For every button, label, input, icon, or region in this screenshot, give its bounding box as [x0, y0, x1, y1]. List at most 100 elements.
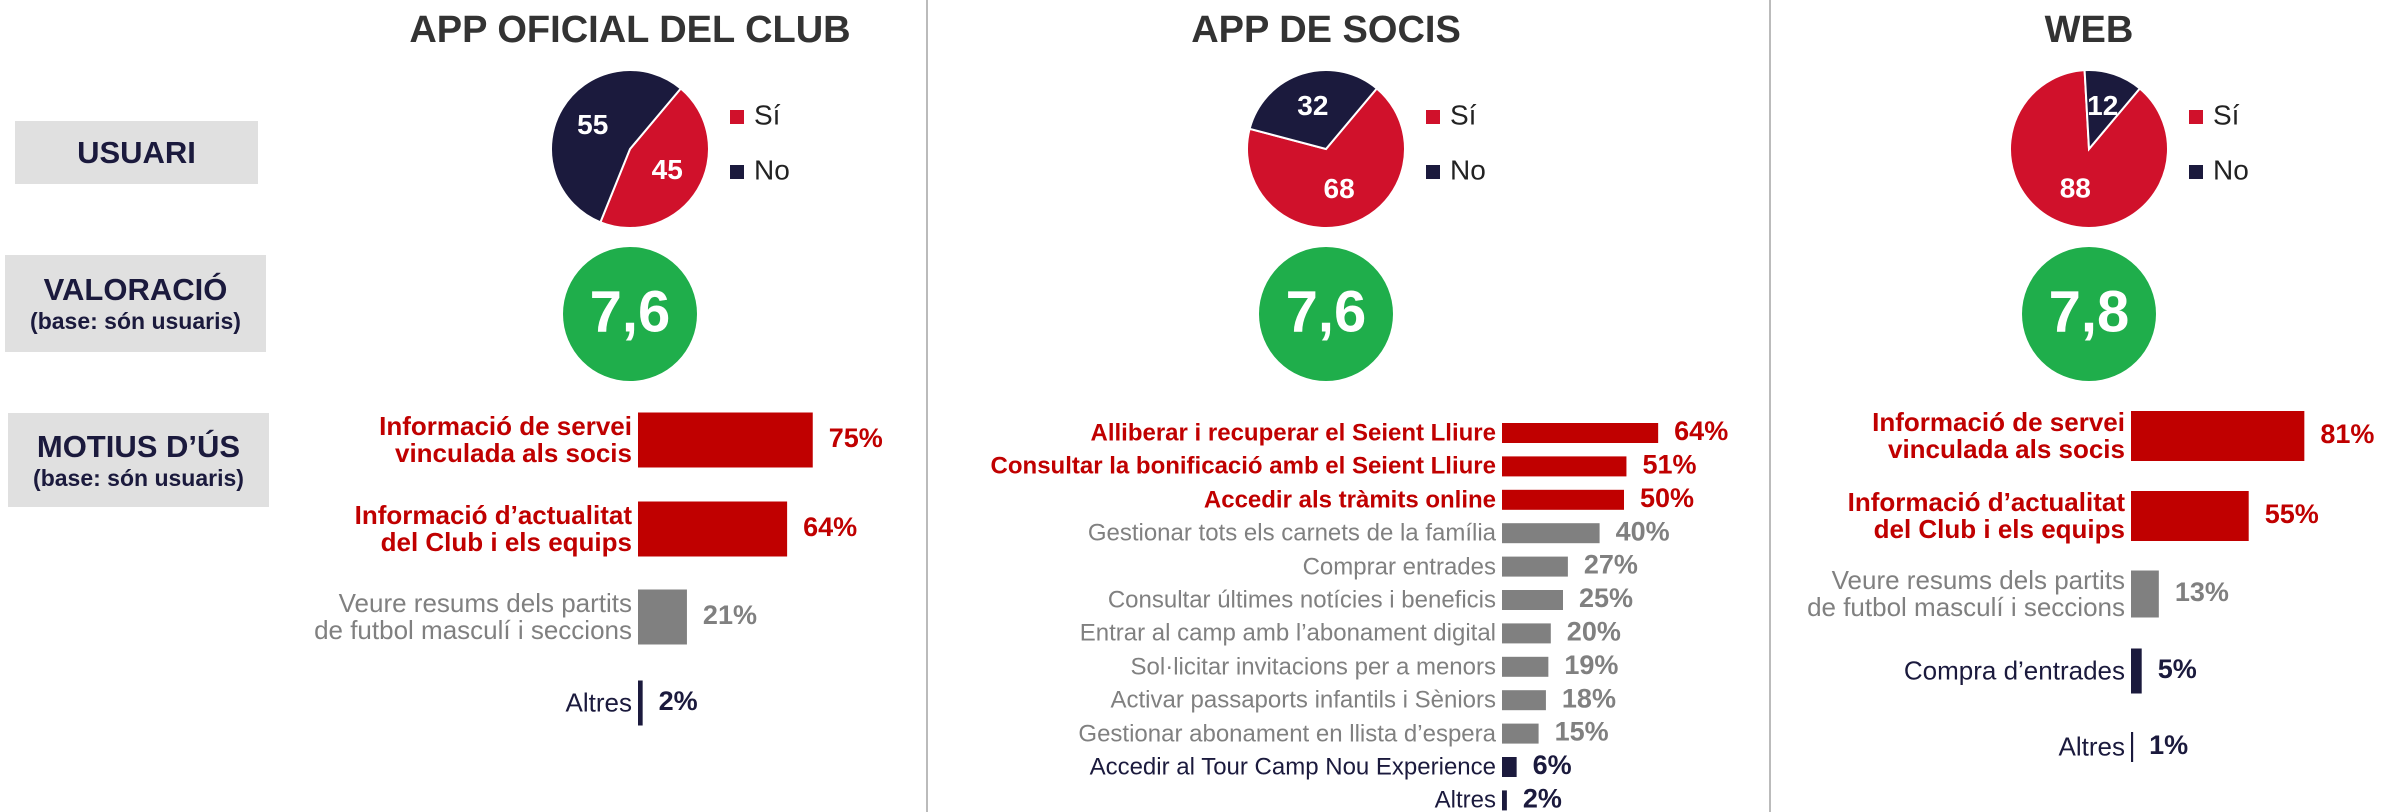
panel-title: WEB: [2045, 9, 2134, 51]
category-label: Comprar entrades: [1302, 553, 1496, 581]
bar: [1502, 523, 1600, 544]
category-label: Gestionar abonament en llista d’espera: [1078, 720, 1496, 748]
category-label: Veure resums dels partits de futbol masc…: [314, 588, 632, 645]
value-label: 21%: [703, 600, 757, 630]
bar: [2131, 411, 2305, 461]
bar: [1502, 489, 1624, 510]
row-title: MOTIUS D’ÚS: [36, 428, 241, 464]
bar: [638, 589, 687, 645]
bar: [1502, 590, 1563, 610]
row-note: (base: són usuaris): [30, 308, 241, 334]
row-label: VALORACIÓ (base: són usuaris): [5, 255, 266, 352]
legend-swatch: [730, 165, 744, 179]
slice-label: 32: [1297, 90, 1328, 121]
legend-label: Sí: [1450, 99, 1477, 130]
value-label: 25%: [1579, 583, 1633, 613]
category-label: Altres: [565, 687, 632, 718]
legend-label: No: [2213, 154, 2249, 185]
bar: [2131, 648, 2142, 694]
legend-swatch: [2189, 110, 2203, 124]
value-label: 81%: [2320, 419, 2374, 449]
row-note: (base: són usuaris): [33, 464, 244, 491]
category-label: Informació de servei vinculada als socis: [379, 411, 632, 468]
panel-title: APP DE SOCIS: [1191, 9, 1461, 51]
category-label: Informació d’actualitat del Club i els e…: [354, 500, 632, 557]
bar: [1502, 690, 1546, 711]
score: 7,6: [1286, 279, 1367, 344]
legend-label: No: [1450, 154, 1486, 185]
category-label: Accedir als tràmits online: [1203, 486, 1496, 514]
value-label: 6%: [1533, 750, 1572, 780]
score: 7,8: [2049, 279, 2130, 344]
value-label: 1%: [2149, 730, 2188, 760]
slice-label: 55: [577, 109, 608, 140]
legend-label: Sí: [2213, 99, 2240, 130]
category-label: Sol·licitar invitacions per a menors: [1130, 653, 1496, 681]
value-label: 64%: [803, 512, 857, 542]
value-label: 27%: [1584, 550, 1638, 580]
row-title: VALORACIÓ: [43, 272, 228, 307]
score: 7,6: [590, 279, 671, 344]
category-label: Gestionar tots els carnets de la família: [1087, 519, 1496, 547]
value-label: 19%: [1564, 650, 1618, 680]
bar: [1502, 623, 1551, 644]
category-label: Informació de servei vinculada als socis: [1872, 407, 2125, 464]
value-label: 50%: [1640, 483, 1694, 513]
slice-label: 68: [1324, 173, 1355, 204]
category-label: Informació d’actualitat del Club i els e…: [1847, 487, 2125, 544]
bar: [1502, 656, 1549, 677]
bar: [1502, 556, 1568, 577]
pie-slice: [2083, 69, 2142, 152]
value-label: 40%: [1616, 516, 1670, 546]
value-label: 75%: [829, 423, 883, 453]
value-label: 55%: [2265, 499, 2319, 529]
score-circle: [563, 247, 697, 381]
pie-slice: [599, 87, 710, 229]
bar: [1502, 456, 1627, 477]
category-label: Alliberar i recuperar el Seient Lliure: [1090, 419, 1497, 447]
bar: [2131, 491, 2249, 541]
score-circle: [1259, 247, 1393, 381]
legend-label: Sí: [754, 99, 781, 130]
value-label: 15%: [1555, 717, 1609, 747]
category-label: Consultar la bonificació amb el Seient L…: [990, 452, 1496, 480]
value-label: 2%: [1523, 784, 1562, 812]
legend-swatch: [1426, 165, 1440, 179]
slice-label: 45: [652, 154, 683, 185]
value-label: 5%: [2158, 654, 2197, 684]
category-label: Compra d’entrades: [1903, 655, 2125, 686]
row-label: USUARI: [15, 121, 258, 184]
pie-slice: [1248, 69, 1379, 151]
category-label: Altres: [2058, 731, 2125, 762]
category-label: Altres: [1434, 786, 1496, 812]
value-label: 2%: [659, 686, 698, 716]
category-label: Activar passaports infantils i Sèniors: [1110, 686, 1497, 714]
category-label: Consultar últimes notícies i beneficis: [1107, 586, 1496, 614]
slice-label: 12: [2087, 90, 2118, 121]
category-label: Entrar al camp amb l’abonament digital: [1079, 619, 1496, 647]
bar: [2131, 732, 2134, 762]
row-label: MOTIUS D’ÚS (base: són usuaris): [8, 413, 269, 507]
bar: [638, 680, 643, 726]
legend-label: No: [754, 154, 790, 185]
bar: [2131, 570, 2159, 618]
bar: [1502, 790, 1507, 811]
bar: [1502, 723, 1539, 744]
row-title: USUARI: [77, 134, 196, 170]
category-label: Accedir al Tour Camp Nou Experience: [1089, 753, 1496, 781]
bar: [638, 412, 813, 468]
score-circle: [2022, 247, 2156, 381]
value-label: 20%: [1567, 617, 1621, 647]
pie-slice: [550, 69, 683, 224]
value-label: 64%: [1674, 416, 1728, 446]
bar: [1502, 423, 1659, 443]
panel-title: APP OFICIAL DEL CLUB: [409, 9, 850, 51]
bar: [1502, 757, 1517, 777]
slice-label: 88: [2060, 173, 2091, 204]
pie-slice: [1246, 87, 1406, 229]
bar: [638, 501, 788, 557]
legend-swatch: [1426, 110, 1440, 124]
legend-swatch: [730, 110, 744, 124]
